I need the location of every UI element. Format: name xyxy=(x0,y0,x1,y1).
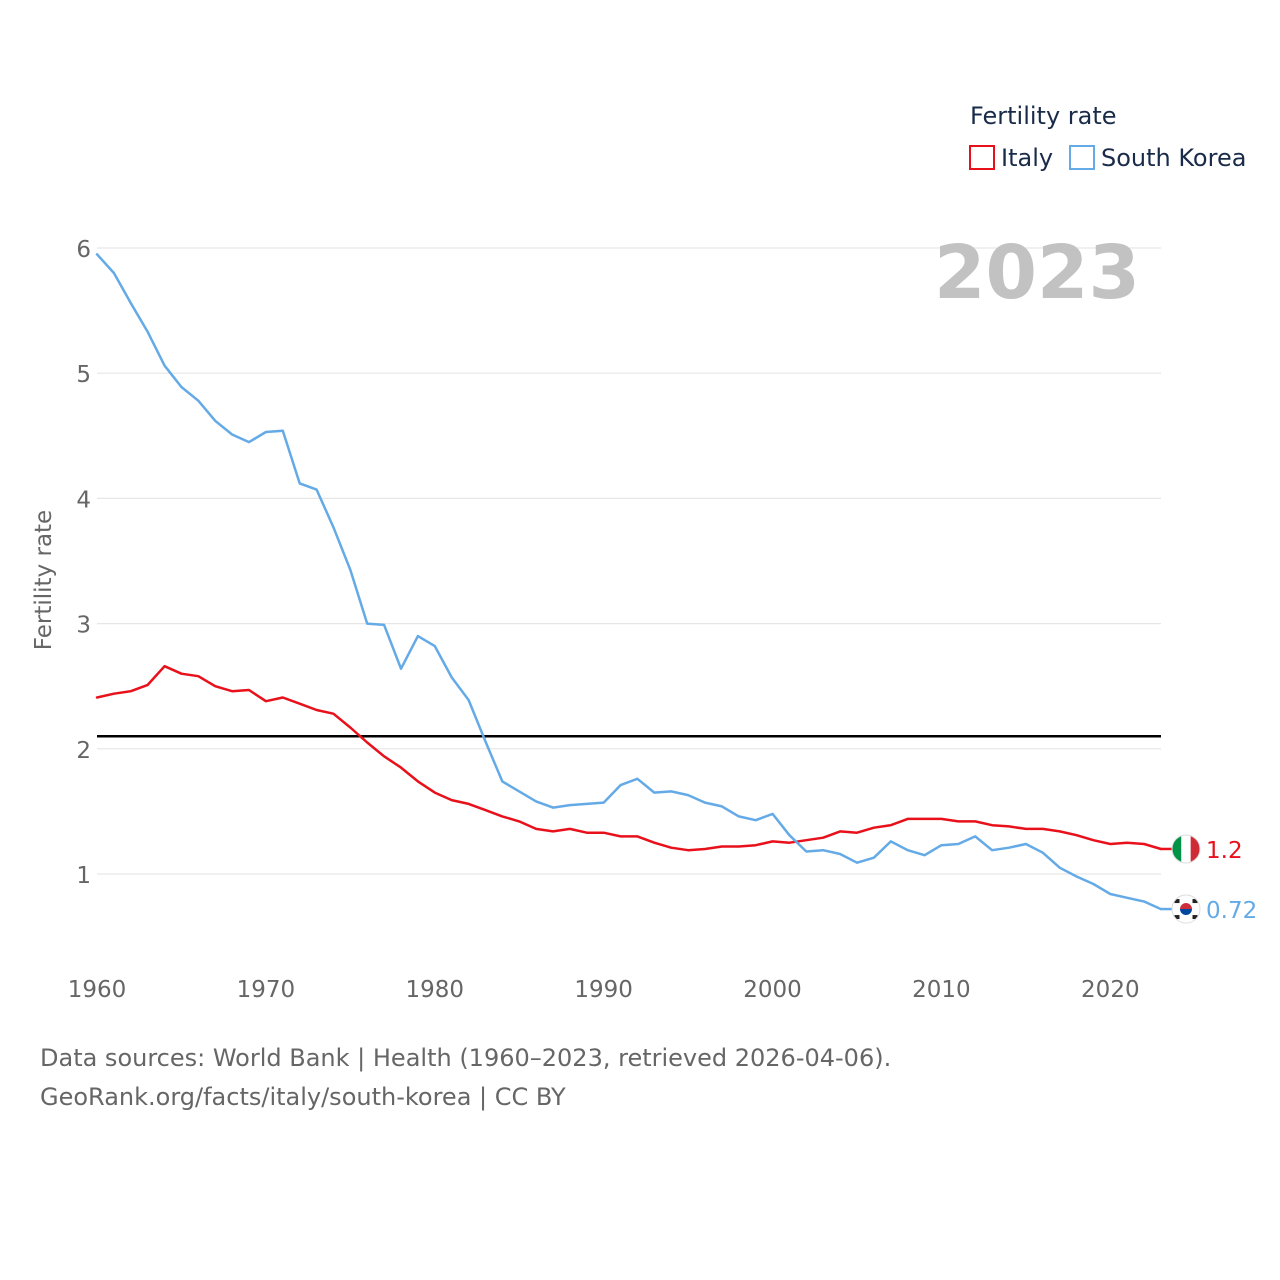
y-axis-label: Fertility rate xyxy=(31,510,57,650)
legend-swatch-italy xyxy=(969,145,995,170)
end-labels: 1.2 0.72 xyxy=(1161,834,1257,924)
y-tick-label-5: 5 xyxy=(76,362,91,388)
legend-label-south-korea: South Korea xyxy=(1101,144,1246,172)
x-tick-label-1990: 1990 xyxy=(574,977,633,1003)
legend-swatch-south-korea xyxy=(1069,145,1095,170)
italy-flag-icon xyxy=(1171,834,1201,864)
end-label-italy: 1.2 xyxy=(1206,838,1243,864)
legend: Fertility rate Italy South Korea xyxy=(969,102,1246,172)
legend-item-italy[interactable]: Italy xyxy=(969,144,1053,172)
series-line-italy xyxy=(95,664,1163,852)
x-tick-label-1980: 1980 xyxy=(406,977,465,1003)
x-axis-ticks: 1960 1970 1980 1990 2000 2010 2020 xyxy=(68,977,1140,1003)
south-korea-flag-icon xyxy=(1171,894,1201,924)
y-axis-ticks: 1 2 3 4 5 6 xyxy=(76,237,91,889)
gridlines xyxy=(97,247,1161,875)
x-tick-label-2020: 2020 xyxy=(1081,977,1140,1003)
y-tick-label-2: 2 xyxy=(76,738,91,764)
y-tick-label-6: 6 xyxy=(76,237,91,263)
x-tick-label-2000: 2000 xyxy=(743,977,802,1003)
end-label-south-korea: 0.72 xyxy=(1206,898,1257,924)
series-line-south-korea xyxy=(95,253,1163,911)
legend-label-italy: Italy xyxy=(1001,144,1053,172)
x-tick-label-2010: 2010 xyxy=(912,977,971,1003)
y-tick-label-4: 4 xyxy=(76,487,91,513)
data-source-note: Data sources: World Bank | Health (1960–… xyxy=(40,1044,892,1072)
legend-item-south-korea[interactable]: South Korea xyxy=(1069,144,1246,172)
y-tick-label-3: 3 xyxy=(76,613,91,639)
year-label: 2023 xyxy=(934,230,1140,316)
series-lines xyxy=(95,253,1163,911)
legend-title: Fertility rate xyxy=(970,102,1117,130)
y-tick-label-1: 1 xyxy=(76,863,91,889)
x-tick-label-1970: 1970 xyxy=(237,977,296,1003)
attribution-link[interactable]: GeoRank.org/facts/italy/south-korea | CC… xyxy=(40,1083,566,1111)
x-tick-label-1960: 1960 xyxy=(68,977,127,1003)
